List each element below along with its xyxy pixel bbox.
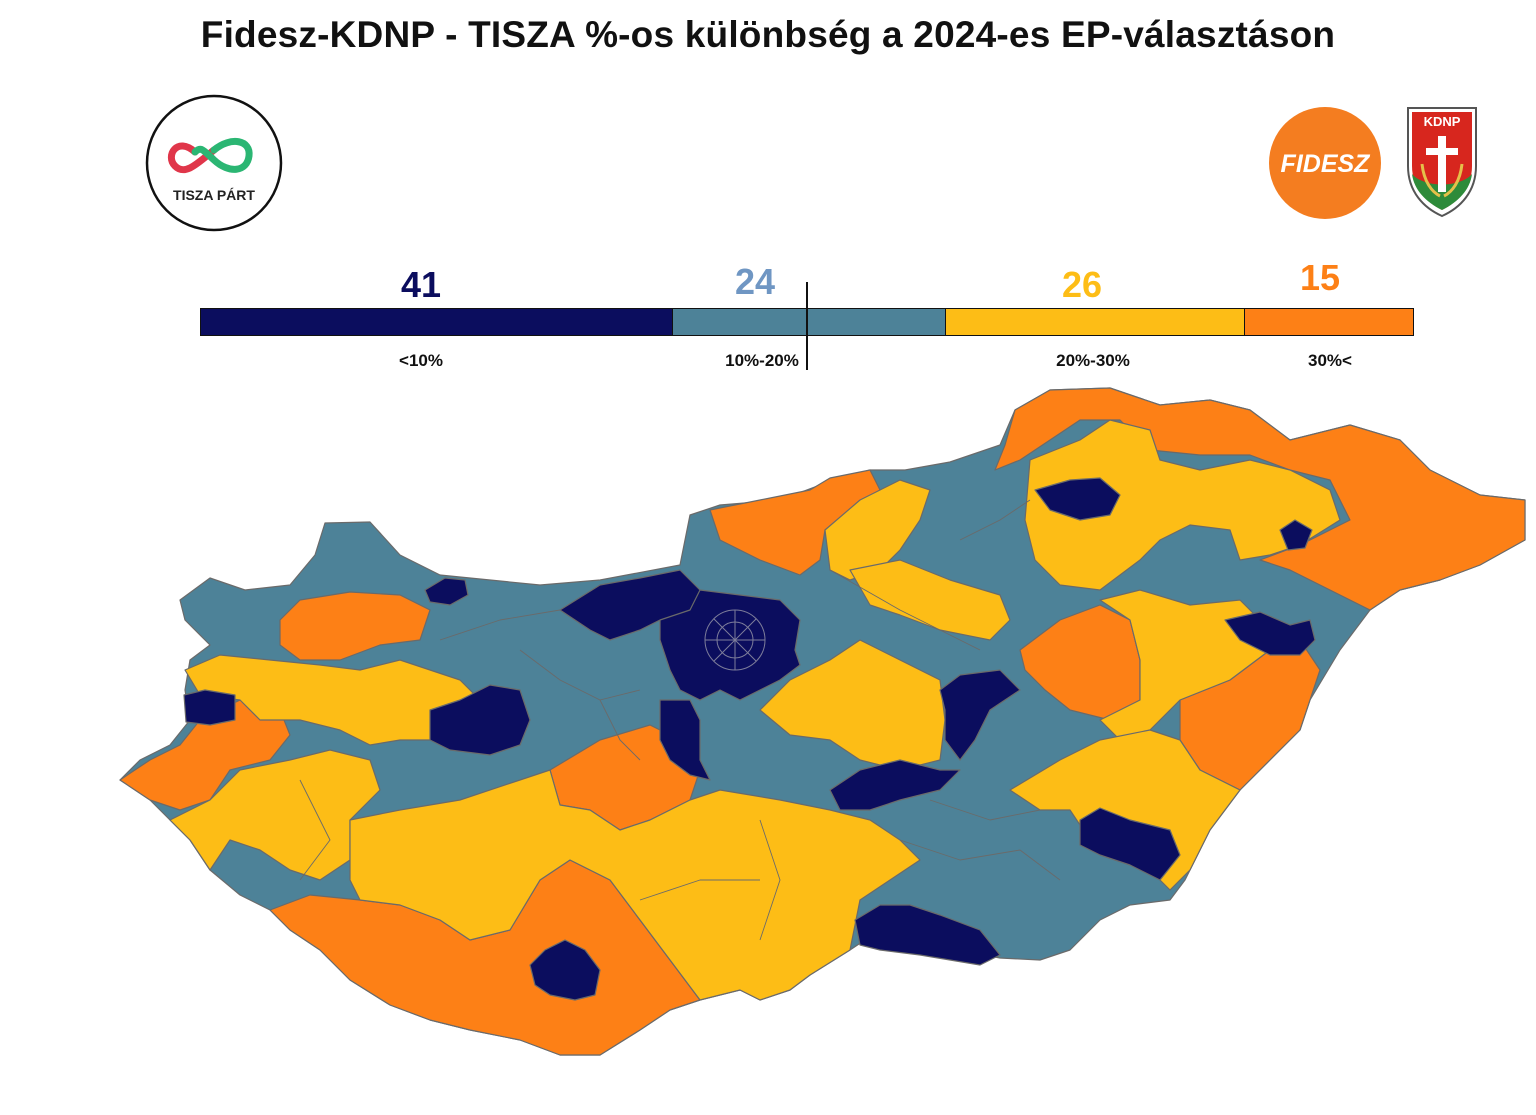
legend-count-20to30: 26 <box>1061 264 1103 305</box>
map-region-lt10 <box>1034 477 1121 521</box>
map-region-lt10 <box>1079 807 1181 881</box>
legend-segment-10to20 <box>672 308 946 336</box>
legend-range-10to20: 10%-20% <box>725 351 799 370</box>
legend-range-20to30: 20%-30% <box>1056 351 1130 370</box>
map-region-20to30 <box>1024 419 1341 591</box>
map-region-gt30 <box>279 591 431 661</box>
legend-segment-gt30 <box>1244 308 1414 336</box>
tisza-party-logo: TISZA PÁRT <box>145 94 283 232</box>
map-region-lt10 <box>829 759 961 811</box>
map-region-lt10 <box>559 569 701 641</box>
map-region-lt10 <box>1224 611 1316 656</box>
legend-segment-20to30 <box>945 308 1245 336</box>
map-region-gt30 <box>994 387 1526 611</box>
legend-count-lt10: 41 <box>400 264 442 305</box>
map-region-20to30 <box>1099 589 1271 741</box>
map-region-lt10 <box>529 939 601 1001</box>
legend-segment-lt10 <box>200 308 673 336</box>
map-region-lt10 <box>659 699 711 781</box>
page-title: Fidesz-KDNP - TISZA %-os különbség a 202… <box>200 14 1336 55</box>
legend-count-10to20: 24 <box>734 261 776 302</box>
map-region-lt10 <box>854 904 1001 966</box>
kdnp-logo-text: KDNP <box>1424 114 1461 129</box>
map-region-lt10 <box>424 577 469 606</box>
legend-bar <box>200 308 1414 338</box>
map-region-20to30 <box>849 559 1011 641</box>
map-region-lt10 <box>939 669 1021 761</box>
legend-range-lt10: <10% <box>399 351 443 370</box>
fidesz-logo: FIDESZ <box>1268 106 1382 220</box>
map-region-lt10 <box>429 684 531 756</box>
map-region-lt10 <box>183 689 236 726</box>
map-region-gt30 <box>119 699 291 811</box>
legend-range-gt30: 30%< <box>1308 351 1352 370</box>
map-region-20to30 <box>349 769 921 1001</box>
legend-divider-line <box>806 282 808 370</box>
legend-count-gt30: 15 <box>1299 257 1341 298</box>
fidesz-logo-text: FIDESZ <box>1281 150 1372 178</box>
hungary-district-map <box>119 387 1526 1056</box>
kdnp-logo: KDNP <box>1404 104 1480 220</box>
map-region-20to30 <box>824 479 931 581</box>
map-region-lt10 <box>1279 519 1313 551</box>
tisza-logo-text: TISZA PÁRT <box>173 187 255 203</box>
